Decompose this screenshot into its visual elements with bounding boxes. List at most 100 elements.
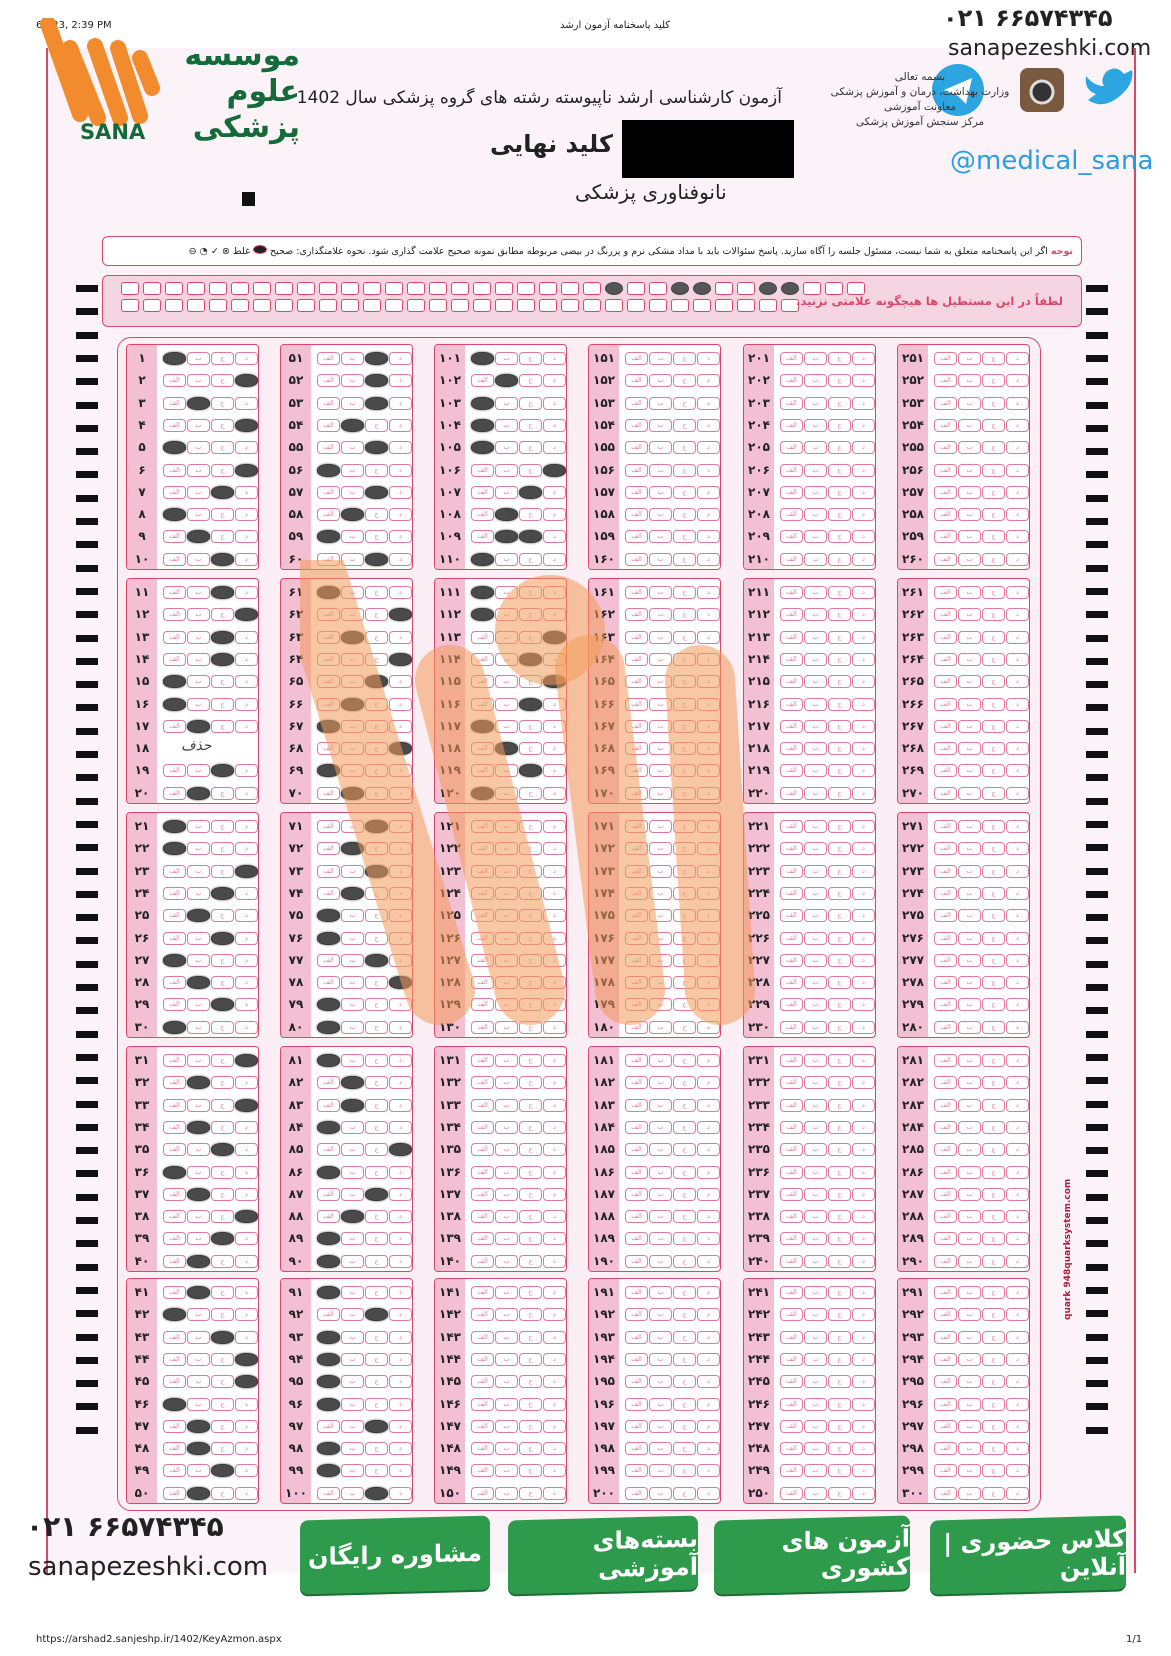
answer-bubble[interactable]: د <box>852 441 875 455</box>
answer-bubble[interactable]: ج <box>982 374 1005 388</box>
answer-bubble[interactable]: ج <box>365 508 388 522</box>
answer-bubble[interactable]: د <box>1006 374 1029 388</box>
answer-bubble[interactable]: ب <box>495 1210 518 1224</box>
answer-bubble[interactable]: د <box>389 1210 412 1224</box>
answer-bubble[interactable]: ب <box>341 652 364 666</box>
answer-bubble[interactable]: الف <box>625 742 648 756</box>
answer-bubble[interactable]: الف <box>317 352 340 365</box>
answer-bubble[interactable]: الف <box>780 374 803 388</box>
answer-bubble[interactable]: ب <box>187 1098 210 1112</box>
answer-bubble[interactable]: ج <box>365 842 388 856</box>
answer-bubble[interactable]: د <box>235 552 258 566</box>
answer-bubble[interactable]: د <box>1006 1076 1029 1090</box>
answer-bubble[interactable]: ج <box>828 1308 851 1322</box>
answer-bubble[interactable]: ب <box>495 485 518 499</box>
answer-bubble[interactable]: ج <box>828 1286 851 1299</box>
answer-bubble[interactable]: ج <box>211 1308 234 1322</box>
answer-bubble[interactable]: الف <box>934 608 957 622</box>
answer-bubble[interactable]: د <box>1006 530 1029 544</box>
answer-bubble[interactable]: د <box>543 1486 566 1500</box>
answer-bubble[interactable]: ب <box>495 608 518 622</box>
answer-bubble[interactable]: ج <box>519 586 542 599</box>
answer-bubble[interactable]: ب <box>495 719 518 733</box>
answer-bubble[interactable]: ج <box>365 1352 388 1366</box>
answer-bubble[interactable]: ج <box>828 1165 851 1179</box>
answer-bubble[interactable]: ب <box>495 1352 518 1366</box>
answer-bubble[interactable]: د <box>235 764 258 778</box>
answer-bubble[interactable]: ب <box>804 1286 827 1299</box>
answer-bubble[interactable]: ب <box>187 1143 210 1157</box>
answer-bubble[interactable]: ج <box>519 1419 542 1433</box>
answer-bubble[interactable]: ب <box>495 1098 518 1112</box>
answer-bubble[interactable]: ج <box>673 1020 696 1034</box>
answer-bubble[interactable]: ب <box>958 586 981 599</box>
answer-bubble[interactable]: الف <box>317 786 340 800</box>
answer-bubble[interactable]: الف <box>317 1419 340 1433</box>
answer-bubble-filled[interactable]: ج <box>211 652 234 666</box>
answer-bubble[interactable]: ب <box>341 931 364 945</box>
answer-bubble[interactable]: ج <box>519 1464 542 1478</box>
answer-bubble[interactable]: د <box>389 485 412 499</box>
answer-bubble[interactable]: الف <box>780 1210 803 1224</box>
answer-bubble[interactable]: الف <box>934 1143 957 1157</box>
answer-bubble[interactable]: ج <box>828 1232 851 1246</box>
answer-bubble[interactable]: د <box>697 352 720 365</box>
answer-bubble[interactable]: د <box>543 1330 566 1344</box>
answer-bubble-filled[interactable]: الف <box>471 441 494 455</box>
answer-bubble[interactable]: الف <box>625 586 648 599</box>
answer-bubble[interactable]: ب <box>804 485 827 499</box>
answer-bubble[interactable]: د <box>389 719 412 733</box>
answer-bubble[interactable]: د <box>852 1419 875 1433</box>
answer-bubble-filled[interactable]: الف <box>317 998 340 1012</box>
answer-bubble[interactable]: ب <box>958 931 981 945</box>
answer-bubble[interactable]: ج <box>365 530 388 544</box>
answer-bubble[interactable]: ج <box>673 508 696 522</box>
answer-bubble[interactable]: ب <box>341 953 364 967</box>
answer-bubble[interactable]: د <box>852 1054 875 1067</box>
answer-bubble[interactable]: ج <box>365 418 388 432</box>
answer-bubble[interactable]: ب <box>958 1165 981 1179</box>
answer-bubble[interactable]: ج <box>211 820 234 833</box>
answer-bubble[interactable]: ج <box>365 1143 388 1157</box>
answer-bubble-filled[interactable]: الف <box>471 396 494 410</box>
answer-bubble-filled[interactable]: ج <box>211 586 234 599</box>
answer-bubble[interactable]: ج <box>519 352 542 365</box>
answer-bubble[interactable]: ج <box>519 608 542 622</box>
answer-bubble-filled[interactable]: الف <box>163 1020 186 1034</box>
answer-bubble[interactable]: د <box>1006 886 1029 900</box>
answer-bubble[interactable]: الف <box>625 374 648 388</box>
answer-bubble[interactable]: د <box>697 1397 720 1411</box>
answer-bubble[interactable]: الف <box>934 742 957 756</box>
answer-bubble[interactable]: الف <box>625 485 648 499</box>
answer-bubble[interactable]: د <box>235 1286 258 1299</box>
answer-bubble-filled[interactable]: ج <box>211 1330 234 1344</box>
answer-bubble[interactable]: ج <box>211 1054 234 1067</box>
answer-bubble[interactable]: ب <box>187 508 210 522</box>
answer-bubble[interactable]: ب <box>649 697 672 711</box>
answer-bubble[interactable]: الف <box>934 953 957 967</box>
answer-bubble[interactable]: ج <box>673 1210 696 1224</box>
answer-bubble[interactable]: د <box>543 508 566 522</box>
answer-bubble[interactable]: د <box>389 820 412 833</box>
answer-bubble-filled[interactable]: الف <box>471 608 494 622</box>
answer-bubble[interactable]: ب <box>649 1286 672 1299</box>
answer-bubble[interactable]: د <box>852 485 875 499</box>
answer-bubble[interactable]: ج <box>365 1397 388 1411</box>
answer-bubble[interactable]: د <box>235 1187 258 1201</box>
answer-bubble[interactable]: د <box>697 396 720 410</box>
answer-bubble[interactable]: الف <box>780 608 803 622</box>
answer-bubble[interactable]: د <box>697 953 720 967</box>
answer-bubble[interactable]: ج <box>519 1232 542 1246</box>
answer-bubble[interactable]: الف <box>317 441 340 455</box>
answer-bubble[interactable]: د <box>389 1464 412 1478</box>
answer-bubble[interactable]: ب <box>958 1286 981 1299</box>
answer-bubble[interactable]: د <box>852 1442 875 1456</box>
answer-bubble[interactable]: ب <box>341 1120 364 1134</box>
promo-study-packages-button[interactable]: بسته‌های آموزشی <box>508 1515 698 1595</box>
answer-bubble[interactable]: الف <box>317 374 340 388</box>
answer-bubble[interactable]: ج <box>828 530 851 544</box>
answer-bubble[interactable]: الف <box>934 1165 957 1179</box>
answer-bubble[interactable]: ج <box>519 719 542 733</box>
answer-bubble[interactable]: ب <box>495 820 518 833</box>
answer-bubble[interactable]: ج <box>982 1098 1005 1112</box>
